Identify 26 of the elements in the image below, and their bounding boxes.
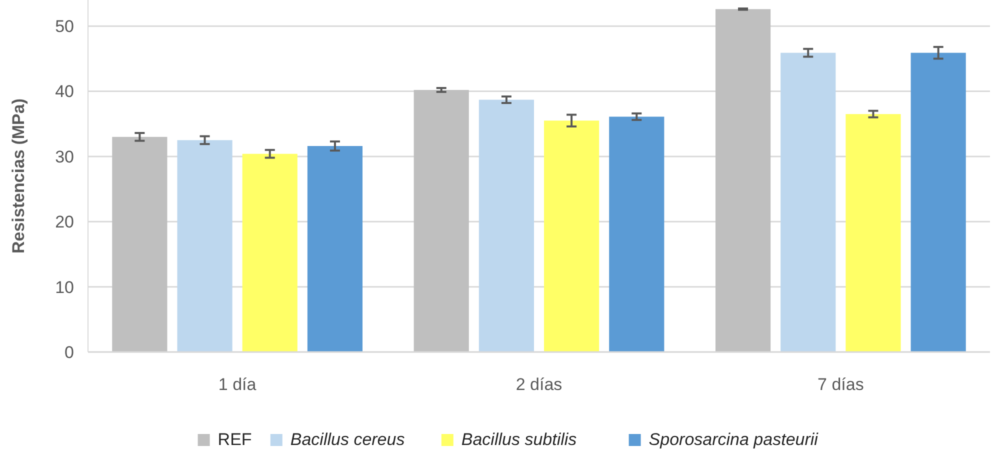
legend-label: Bacillus cereus (290, 430, 406, 449)
bar (177, 140, 232, 352)
bar (242, 154, 298, 352)
bar (478, 100, 534, 352)
bar (609, 116, 664, 352)
y-tick-label: 0 (64, 342, 74, 362)
legend-label: REF (218, 430, 252, 449)
x-tick-label: 7 días (818, 375, 864, 394)
y-tick-label: 20 (55, 212, 74, 232)
bar (307, 146, 363, 352)
legend-label: Bacillus subtilis (461, 430, 578, 449)
bar (910, 52, 966, 352)
x-tick-label: 2 días (516, 375, 562, 394)
y-tick-label: 30 (55, 147, 74, 166)
bar (414, 90, 469, 352)
bar (715, 9, 771, 352)
bar (846, 114, 901, 352)
bar (780, 52, 836, 352)
y-tick-label: 40 (55, 82, 74, 102)
y-axis-title: Resistencias (MPa) (9, 98, 28, 254)
bar (544, 120, 600, 352)
y-tick-label: 10 (55, 278, 74, 297)
y-tick-label: 50 (55, 17, 74, 36)
x-tick-label: 1 día (218, 375, 257, 394)
legend-label: Sporosarcina pasteurii (648, 430, 820, 449)
bar (112, 136, 168, 352)
